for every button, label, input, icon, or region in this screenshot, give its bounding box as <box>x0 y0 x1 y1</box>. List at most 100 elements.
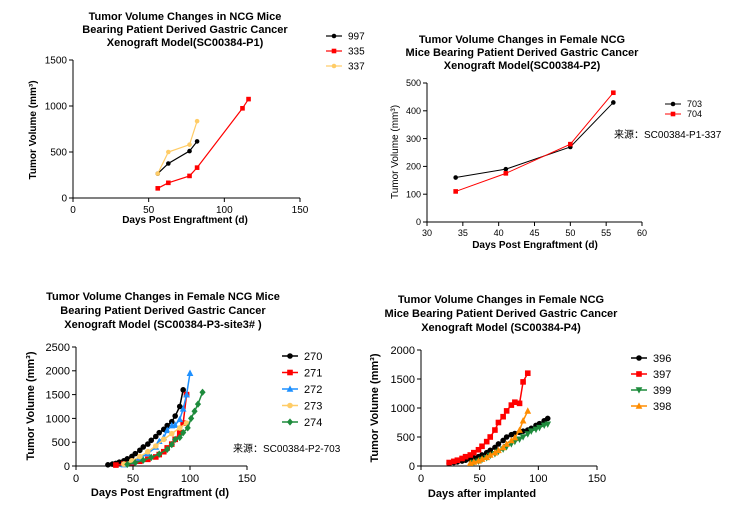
data-point <box>113 462 119 468</box>
chart-title-line-2: Bearing Patient Derived Gastric Cancer <box>60 305 266 317</box>
data-point <box>503 408 510 414</box>
data-point <box>124 460 131 468</box>
data-point <box>194 165 200 170</box>
data-point <box>479 443 485 450</box>
x-tick-label: 100 <box>181 473 199 485</box>
data-point <box>166 180 171 186</box>
data-point <box>171 421 179 428</box>
legend-marker <box>635 387 643 394</box>
data-point <box>166 161 171 166</box>
data-point <box>611 90 616 96</box>
y-tick-label: 100 <box>406 189 421 199</box>
data-point <box>495 441 502 447</box>
y-axis-label: Tumor Volume (mm³) <box>28 80 39 179</box>
data-point <box>132 450 139 457</box>
data-point <box>462 453 469 460</box>
y-tick-label: 0 <box>416 217 421 227</box>
data-point <box>246 96 251 102</box>
data-point <box>471 449 477 456</box>
data-point <box>199 388 206 396</box>
data-point <box>524 370 531 376</box>
data-point <box>503 166 509 172</box>
data-point <box>137 453 143 460</box>
data-point <box>492 427 498 433</box>
data-point <box>166 149 171 155</box>
x-tick-label: 60 <box>637 228 647 238</box>
x-axis-label: Days Post Engraftment (d) <box>91 487 229 499</box>
panel-p3: Tumor Volume Changes in Female NCG Mice … <box>25 291 341 499</box>
data-point <box>164 422 170 429</box>
data-point <box>153 454 159 460</box>
legend-marker <box>670 111 676 117</box>
data-point <box>172 413 178 419</box>
data-point <box>194 139 200 144</box>
series-line <box>157 98 250 189</box>
chart-title-line-2: Bearing Patient Derived Gastric Cancer <box>82 24 288 36</box>
data-point <box>156 429 163 436</box>
y-tick-label: 0 <box>61 194 67 205</box>
panel-p2: Tumor Volume Changes in Female NCG Mice … <box>390 34 722 251</box>
legend-marker <box>331 33 337 39</box>
data-point <box>145 448 151 455</box>
data-point <box>163 426 171 434</box>
data-point <box>499 443 507 451</box>
source-note: 来源：SC00384-P1-337 <box>614 128 722 141</box>
data-point <box>544 415 551 422</box>
data-point <box>179 405 187 412</box>
x-tick-label: 150 <box>292 205 309 216</box>
legend-label: 270 <box>304 351 322 363</box>
legend-item: 397 <box>631 369 671 381</box>
series-335 <box>155 96 251 191</box>
legend-item: 396 <box>631 353 671 365</box>
data-point <box>180 429 187 437</box>
chart-title-line-1: Tumor Volume Changes in Female NCG <box>419 34 625 46</box>
data-point <box>176 425 183 431</box>
series-line <box>157 141 198 175</box>
data-point <box>507 436 515 444</box>
data-point <box>568 141 573 147</box>
data-point <box>503 440 511 447</box>
y-tick-label: 500 <box>50 148 67 159</box>
x-tick-label: 50 <box>565 228 575 238</box>
legend-item: 271 <box>282 367 322 379</box>
data-point <box>511 433 519 441</box>
data-point <box>183 390 190 398</box>
series-398 <box>466 407 532 466</box>
legend-label: 397 <box>653 369 671 381</box>
legend-label: 396 <box>653 353 671 365</box>
source-note: 来源：SC00384-P2-703 <box>233 442 341 455</box>
y-tick-label: 1000 <box>45 102 68 113</box>
data-point <box>191 407 198 415</box>
data-point <box>240 106 245 111</box>
x-axis-label: Days after implanted <box>428 488 536 500</box>
data-point <box>454 457 461 463</box>
y-tick-label: 1500 <box>391 374 415 386</box>
series-line <box>157 120 198 174</box>
y-tick-label: 1000 <box>391 403 415 415</box>
legend-label: 704 <box>687 109 702 119</box>
y-tick-label: 500 <box>397 432 415 444</box>
legend-label: 398 <box>653 401 671 413</box>
data-point <box>176 403 183 410</box>
series-703 <box>453 100 616 180</box>
data-point <box>186 369 194 376</box>
legend-marker <box>670 101 676 107</box>
x-tick-label: 50 <box>143 205 155 216</box>
data-point <box>180 420 186 426</box>
data-point <box>148 437 155 444</box>
data-point <box>475 446 482 453</box>
data-point <box>187 173 192 179</box>
legend-label: 271 <box>304 367 322 379</box>
legend-marker <box>287 369 293 376</box>
data-point <box>140 444 147 450</box>
data-point <box>483 453 491 461</box>
data-point <box>516 436 523 443</box>
legend-marker <box>331 63 337 69</box>
x-tick-label: 40 <box>494 228 504 238</box>
legend-marker <box>287 402 293 409</box>
chart-title-line-2: Mice Bearing Patient Derived Gastric Can… <box>385 308 619 320</box>
x-tick-label: 150 <box>588 473 606 485</box>
legend-label: 337 <box>348 62 365 73</box>
data-point <box>516 426 523 433</box>
